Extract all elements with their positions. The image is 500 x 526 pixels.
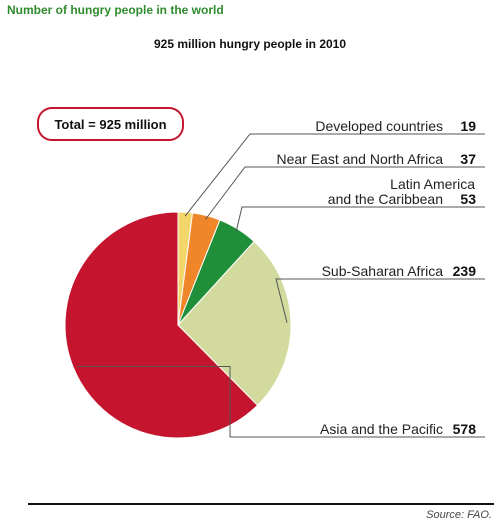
slice-value-label: 578 <box>453 421 477 437</box>
slice-value-label: 53 <box>460 191 476 207</box>
leader-line <box>184 133 485 217</box>
pie-slice-sub-saharan-africa <box>177 240 292 407</box>
source-note: Source: FAO. <box>426 509 492 521</box>
leader-line <box>205 166 485 220</box>
slice-value-label: 19 <box>460 118 476 134</box>
header-title: Number of hungry people in the world <box>7 3 224 17</box>
leader-line <box>275 278 485 323</box>
pie-slice-asia-and-the-pacific <box>64 211 259 439</box>
footer-rule <box>28 503 494 505</box>
slice-value-label: 37 <box>460 151 476 167</box>
slice-label: Near East and North Africa <box>276 151 443 167</box>
slice-label: and the Caribbean <box>328 191 443 207</box>
slice-label: Asia and the Pacific <box>320 421 443 437</box>
leader-line <box>77 366 485 438</box>
leader-line <box>235 206 485 233</box>
slice-label: Latin America <box>390 176 475 192</box>
slice-label: Sub-Saharan Africa <box>322 263 444 279</box>
chart-title: 925 million hungry people in 2010 <box>153 37 347 51</box>
total-badge: Total = 925 million <box>37 107 184 141</box>
slice-value-label: 239 <box>453 263 477 279</box>
slice-label: Developed countries <box>315 118 443 134</box>
total-label: Total = 925 million <box>54 117 166 132</box>
